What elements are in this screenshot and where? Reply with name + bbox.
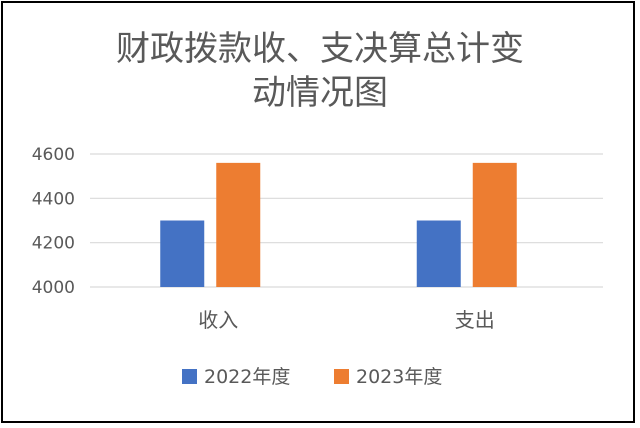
- y-tick-label: 4000: [32, 278, 75, 298]
- x-category-label: 支出: [455, 308, 495, 332]
- y-tick-label: 4600: [32, 145, 75, 165]
- legend-swatch: [334, 369, 349, 384]
- chart-title-line-2: 动情况图: [252, 73, 388, 113]
- y-tick-label: 4200: [32, 234, 75, 254]
- chart-title-line-1: 财政拨款收、支决算总计变: [116, 29, 524, 69]
- bar: [472, 162, 517, 287]
- legend-label: 2023年度: [356, 366, 442, 388]
- x-category-label: 收入: [198, 308, 238, 332]
- legend-swatch: [182, 369, 197, 384]
- bar: [160, 220, 205, 287]
- bar: [216, 162, 261, 287]
- bar: [416, 220, 461, 287]
- legend-label: 2022年度: [204, 366, 290, 388]
- chart-frame: [1, 1, 635, 423]
- y-tick-label: 4400: [32, 189, 75, 209]
